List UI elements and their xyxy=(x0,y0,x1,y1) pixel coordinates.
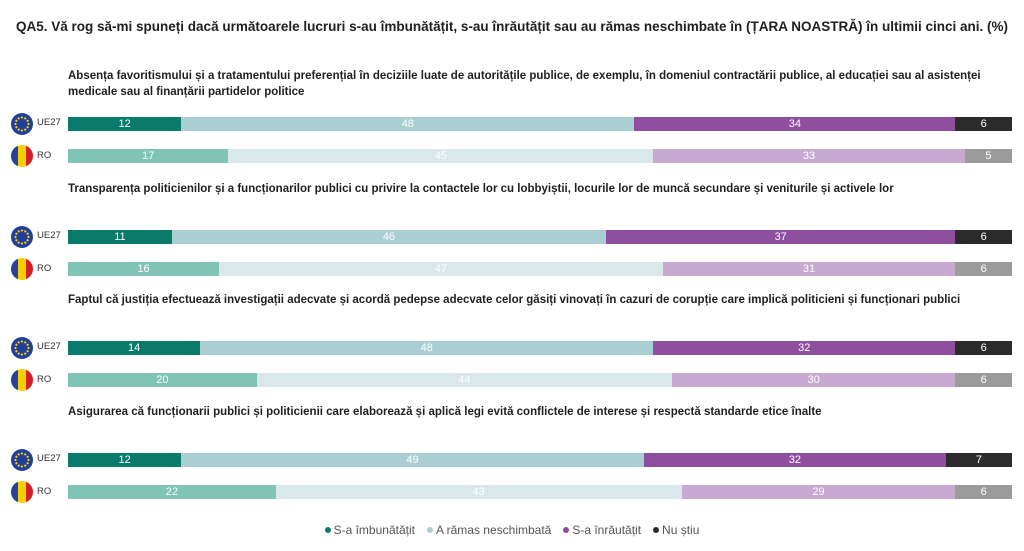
bar-segment-improved: 20 xyxy=(68,373,257,387)
chart-title: QA5. Vă rog să-mi spuneți dacă următoare… xyxy=(16,19,1008,34)
stacked-bar: 11 46 37 6 xyxy=(68,230,1012,244)
bar-segment-improved: 17 xyxy=(68,149,229,163)
bar-segment-dont-know: 6 xyxy=(955,485,1012,499)
legend-label-dont-know: Nu știu xyxy=(662,523,700,537)
bar-segment-worsened: 31 xyxy=(662,262,956,276)
row-label: RO xyxy=(37,150,52,161)
legend-item-improved: S-a îmbunătățit xyxy=(324,523,415,537)
bar-segment-worsened: 33 xyxy=(653,149,965,163)
bar-segment-dont-know: 6 xyxy=(955,341,1012,355)
bar-segment-unchanged: 49 xyxy=(181,453,644,467)
bar-segment-improved: 11 xyxy=(68,230,172,244)
question-text: Faptul că justiția efectuează investigaț… xyxy=(68,294,961,306)
legend-swatch-worsened xyxy=(563,527,570,533)
bar-segment-unchanged: 45 xyxy=(228,149,654,163)
eu-flag-icon xyxy=(11,337,33,359)
row-label: UE27 xyxy=(37,117,61,128)
legend-label-unchanged: A rămas neschimbată xyxy=(435,523,552,537)
stacked-bar: 20 44 30 6 xyxy=(68,373,1012,387)
row-label: RO xyxy=(37,486,52,497)
stacked-bar: 12 48 34 6 xyxy=(68,117,1012,131)
bar-segment-dont-know: 6 xyxy=(955,230,1012,244)
romania-flag-icon xyxy=(11,258,33,280)
bar-segment-improved: 12 xyxy=(68,453,182,467)
row-label: UE27 xyxy=(37,230,61,241)
bar-segment-unchanged: 48 xyxy=(200,341,654,355)
legend: S-a îmbunătățit A rămas neschimbată S-a … xyxy=(0,523,1024,537)
legend-item-dont-know: Nu știu xyxy=(653,523,699,537)
bar-segment-unchanged: 43 xyxy=(275,485,682,499)
row-label: UE27 xyxy=(37,341,61,352)
bar-segment-improved: 14 xyxy=(68,341,201,355)
bar-segment-worsened: 34 xyxy=(634,117,956,131)
eu-flag-icon xyxy=(11,449,33,471)
romania-flag-icon xyxy=(11,369,33,391)
bar-segment-worsened: 29 xyxy=(681,485,956,499)
eu-flag-icon xyxy=(11,226,33,248)
stacked-bar: 22 43 29 6 xyxy=(68,485,1012,499)
bar-segment-improved: 12 xyxy=(68,117,182,131)
eu-flag-icon xyxy=(11,113,33,135)
stacked-bar: 12 49 32 7 xyxy=(68,453,1012,467)
legend-swatch-unchanged xyxy=(426,527,433,533)
bar-segment-unchanged: 46 xyxy=(171,230,607,244)
bar-segment-unchanged: 48 xyxy=(181,117,635,131)
romania-flag-icon xyxy=(11,145,33,167)
question-text: Transparența politicienilor și a funcțio… xyxy=(68,183,894,195)
bar-segment-unchanged: 44 xyxy=(256,373,673,387)
bar-segment-unchanged: 47 xyxy=(219,262,663,276)
legend-swatch-improved xyxy=(324,527,331,533)
bar-segment-dont-know: 6 xyxy=(955,117,1012,131)
stacked-bar: 17 45 33 5 xyxy=(68,149,1012,163)
bar-segment-dont-know: 5 xyxy=(964,149,1012,163)
legend-item-unchanged: A rămas neschimbată xyxy=(426,523,552,537)
legend-label-worsened: S-a înrăutățit xyxy=(572,523,642,537)
legend-swatch-dont-know xyxy=(653,527,660,533)
bar-segment-worsened: 32 xyxy=(653,341,956,355)
row-label: UE27 xyxy=(37,453,61,464)
legend-label-improved: S-a îmbunătățit xyxy=(333,523,415,537)
row-label: RO xyxy=(37,263,52,274)
bar-segment-dont-know: 6 xyxy=(955,373,1012,387)
question-text: Asigurarea că funcționarii publici și po… xyxy=(68,406,822,418)
stacked-bar: 14 48 32 6 xyxy=(68,341,1012,355)
stacked-bar: 16 47 31 6 xyxy=(68,262,1012,276)
bar-segment-improved: 22 xyxy=(68,485,276,499)
bar-segment-worsened: 37 xyxy=(606,230,956,244)
legend-item-worsened: S-a înrăutățit xyxy=(563,523,641,537)
bar-segment-worsened: 30 xyxy=(672,373,956,387)
question-text: Absența favoritismului și a tratamentulu… xyxy=(68,70,981,98)
romania-flag-icon xyxy=(11,481,33,503)
bar-segment-dont-know: 6 xyxy=(955,262,1012,276)
bar-segment-improved: 16 xyxy=(68,262,220,276)
row-label: RO xyxy=(37,374,52,385)
bar-segment-worsened: 32 xyxy=(643,453,946,467)
bar-segment-dont-know: 7 xyxy=(945,453,1012,467)
